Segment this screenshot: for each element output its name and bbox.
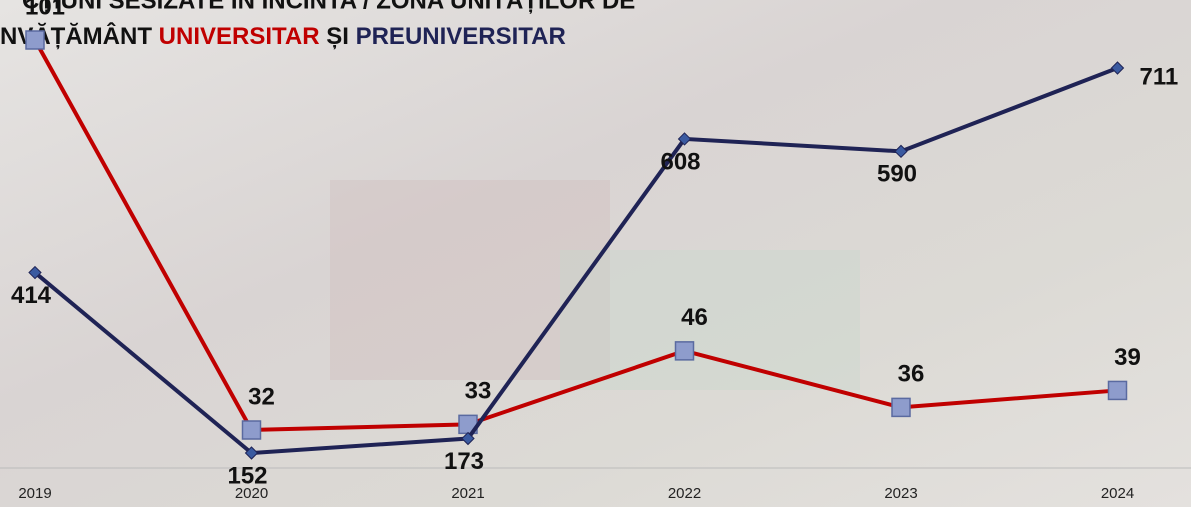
data-label: 590 [877,161,917,188]
plot: 2019 2020 2021 2022 2023 2024 101 32 33 46 36 39 414… [11,0,1178,502]
marker [241,420,262,440]
data-label: 152 [227,462,267,489]
title-part: NVĂȚĂMÂNT [0,22,152,50]
marker [1107,380,1128,401]
x-tick-label: 2023 [884,485,917,502]
background-blur [560,250,860,390]
marker [25,30,45,50]
x-tick-label: 2020 [235,485,268,502]
marker [1110,61,1125,75]
data-label: 173 [444,448,484,475]
marker [28,265,42,280]
data-label: 46 [681,304,708,331]
title-part: UNIVERSITAR [159,23,320,50]
marker [677,132,692,146]
marker [891,397,911,418]
series-line [33,39,1118,433]
marker [461,431,475,446]
title-line2: NVĂȚĂMÂNT UNIVERSITAR ȘI PREUNIVERSITAR [0,22,566,50]
data-label: 39 [1114,344,1141,371]
x-tick-label: 2022 [668,485,701,502]
data-label: 36 [898,361,925,388]
title-line1: CȚIUNI SESIZATE ÎN INCINTA / ZONA UNITĂȚ… [22,0,635,14]
data-label: 101 [25,0,65,20]
data-label: 414 [11,282,52,309]
data-label: 33 [465,378,492,405]
data-label: 711 [1140,63,1179,90]
x-tick-label: 2021 [451,485,484,502]
data-label: 32 [248,383,275,410]
marker [244,446,259,460]
x-tick-label: 2019 [18,485,51,502]
marker [674,341,695,361]
title-part: PREUNIVERSITAR [356,23,566,50]
title-part: ȘI [326,23,349,50]
background-blur [330,180,610,380]
x-tick-label: 2024 [1101,485,1134,502]
series-line [33,66,1119,456]
marker [894,144,908,159]
data-label: 608 [660,148,700,175]
